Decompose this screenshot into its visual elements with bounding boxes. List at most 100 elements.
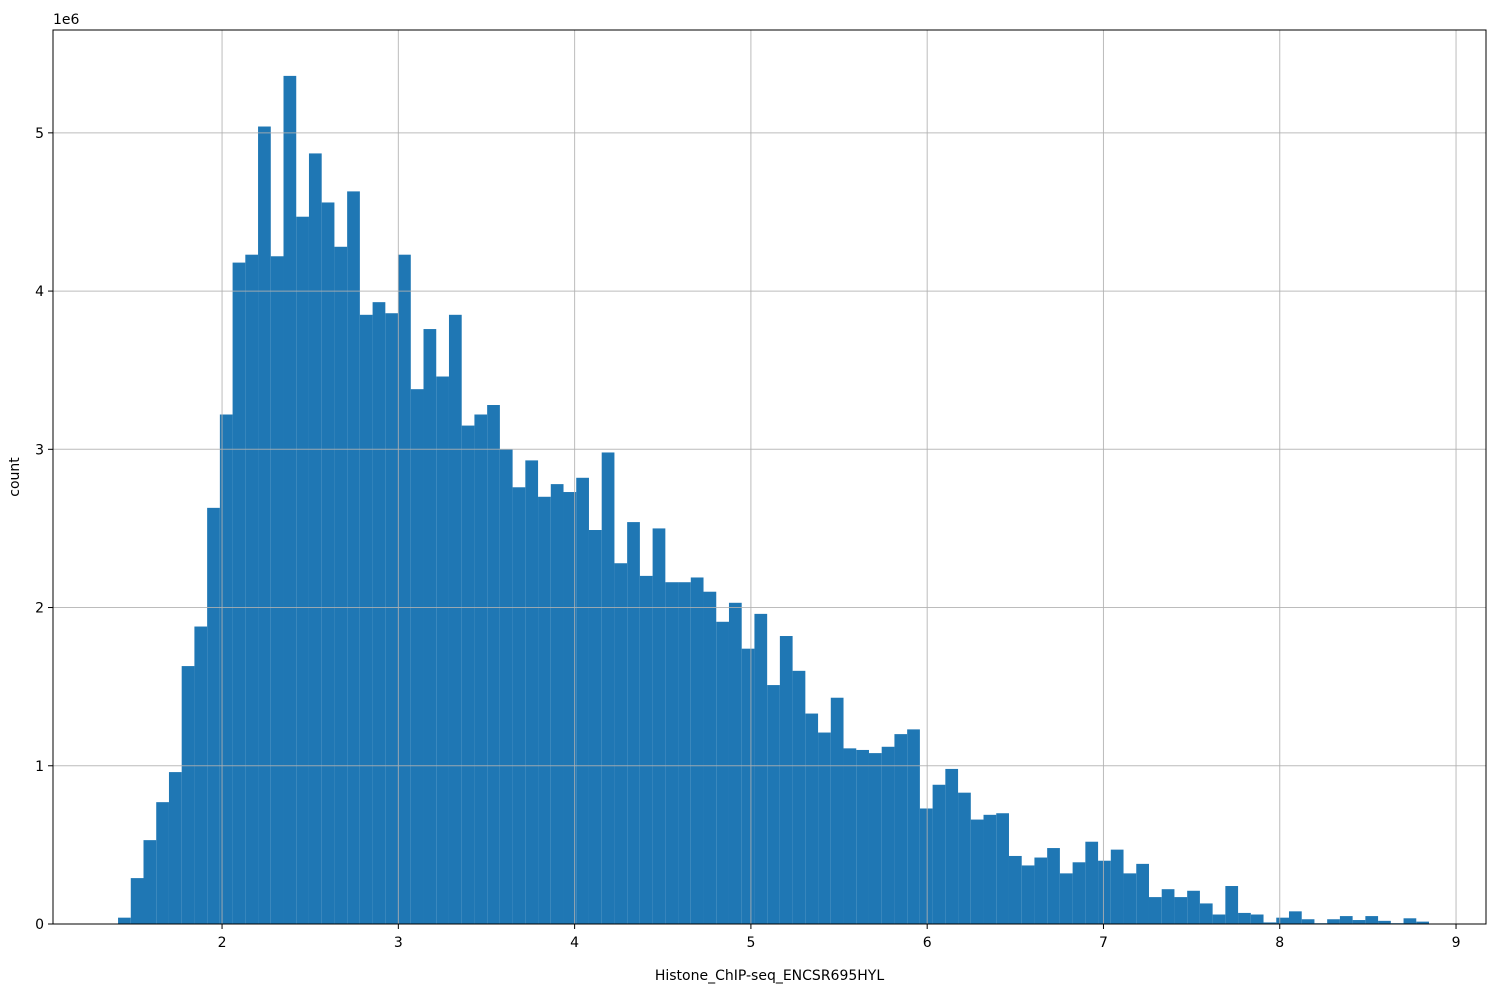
y-tick-label: 5 — [35, 126, 44, 142]
histogram-bar — [690, 577, 704, 924]
histogram-bar — [843, 748, 857, 924]
histogram-bar — [130, 878, 144, 924]
x-tick-label: 8 — [1275, 935, 1284, 951]
histogram-bar — [830, 697, 844, 924]
histogram-bar — [207, 507, 220, 924]
histogram-bar — [970, 819, 984, 924]
histogram-bar — [423, 329, 437, 924]
histogram-bar — [614, 563, 628, 924]
histogram-bar — [1148, 897, 1162, 924]
histogram-bar — [881, 746, 895, 924]
x-tick-label: 4 — [570, 935, 579, 951]
x-tick-label: 5 — [746, 935, 755, 951]
histogram-bar — [538, 496, 551, 924]
histogram-bar — [1288, 911, 1302, 924]
histogram-bar — [232, 262, 246, 925]
histogram-bar — [270, 256, 284, 924]
histogram-bar — [181, 666, 195, 924]
histogram-bar — [436, 376, 449, 924]
y-tick-label: 4 — [35, 284, 44, 300]
histogram-bar — [499, 449, 513, 924]
histogram-bar — [245, 254, 259, 924]
histogram-bar — [1098, 860, 1111, 924]
histogram-bar — [576, 477, 589, 924]
histogram-bar — [1339, 916, 1353, 924]
histogram-bar — [1238, 912, 1251, 924]
x-tick-label: 3 — [394, 935, 403, 951]
histogram-bar — [334, 246, 348, 924]
histogram-bar — [321, 202, 335, 925]
histogram-bar — [1123, 873, 1137, 924]
x-tick-label: 9 — [1452, 935, 1461, 951]
histogram-bar — [639, 575, 653, 924]
histogram-bar — [1136, 863, 1149, 924]
histogram-bar — [805, 713, 819, 924]
y-tick-label: 3 — [35, 442, 44, 458]
histogram-bar — [1365, 916, 1379, 924]
histogram-bar — [410, 389, 424, 924]
histogram-bar — [818, 732, 831, 924]
histogram-bar — [283, 75, 297, 924]
histogram-bar — [448, 314, 462, 924]
histogram-bar — [1250, 914, 1264, 924]
histogram-bar — [1034, 857, 1048, 924]
histogram-bar — [168, 772, 182, 924]
x-tick-label: 7 — [1099, 935, 1108, 951]
histogram-bar — [461, 425, 475, 924]
histogram-bar — [894, 734, 908, 924]
histogram-bar — [932, 784, 946, 924]
histogram-bar — [907, 729, 920, 924]
histogram-bar — [996, 813, 1009, 924]
histogram-bar — [512, 487, 526, 924]
histogram-bar — [958, 792, 971, 924]
y-tick-label: 2 — [35, 601, 44, 617]
histogram-bar — [728, 602, 742, 924]
histogram-bar — [945, 768, 959, 924]
histogram-bar — [741, 648, 755, 924]
histogram-bar — [588, 530, 602, 924]
histogram-bar — [665, 582, 679, 924]
histogram-bar — [754, 613, 768, 924]
histogram-bar — [156, 802, 169, 924]
histogram-bar — [1378, 920, 1391, 924]
bars-layer — [118, 75, 1429, 925]
histogram-bar — [703, 591, 717, 924]
histogram-bar — [194, 626, 208, 924]
histogram-bar — [143, 840, 157, 924]
y-axis-offset-text: 1e6 — [53, 12, 80, 28]
histogram-bar — [1174, 897, 1188, 924]
histogram-bar — [1085, 841, 1099, 924]
y-tick-label: 0 — [35, 917, 44, 933]
histogram-bar — [487, 405, 500, 924]
histogram-bar — [716, 621, 729, 924]
x-tick-label: 6 — [923, 935, 932, 951]
histogram-bar — [372, 302, 386, 924]
histogram-bar — [792, 670, 806, 924]
histogram-bar — [601, 452, 615, 924]
histogram-bar — [919, 808, 933, 924]
x-tick-label: 2 — [218, 935, 227, 951]
histogram-bar — [652, 528, 666, 924]
histogram-bar — [347, 191, 360, 924]
histogram-bar — [1047, 848, 1060, 924]
histogram-bar — [1161, 889, 1175, 924]
histogram-bar — [767, 685, 780, 924]
histogram-bar — [1199, 903, 1213, 924]
histogram-bar — [678, 582, 691, 924]
histogram-bar — [474, 414, 488, 924]
y-axis-label: count — [7, 457, 23, 497]
tick-label-layer: 2 3 4 5 6 7 8 9 0 1 2 3 4 5 — [35, 126, 1460, 951]
histogram-bar — [1403, 918, 1417, 924]
histogram-bar — [1352, 920, 1366, 924]
histogram-bar — [1416, 921, 1429, 924]
histogram-bar — [258, 126, 271, 924]
histogram-bar — [1110, 849, 1124, 924]
histogram-bar — [1225, 886, 1239, 924]
histogram-bar — [385, 313, 399, 925]
y-tick-label: 1 — [35, 759, 44, 775]
histogram-bar — [627, 522, 640, 924]
axes-layer — [52, 29, 1487, 925]
histogram-bar — [1327, 919, 1340, 924]
